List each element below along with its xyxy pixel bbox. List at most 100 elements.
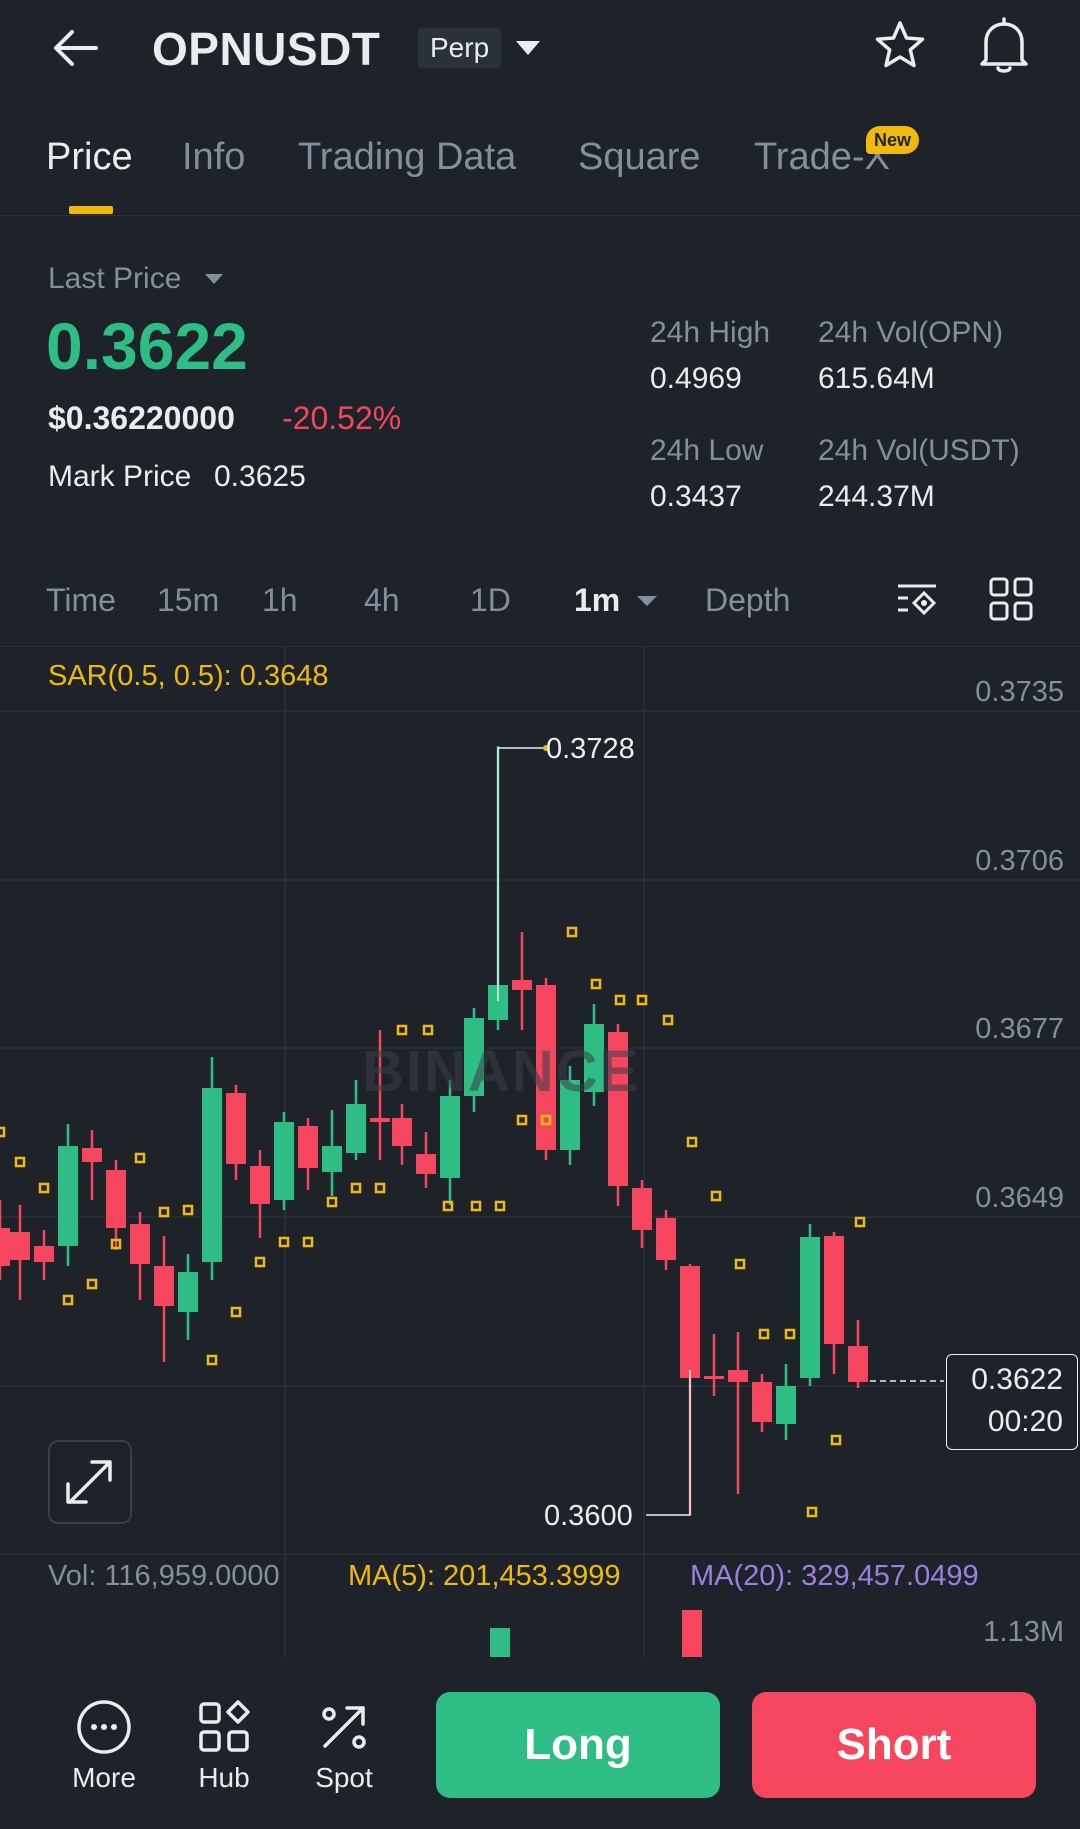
low-24h-value: 0.3437: [650, 480, 742, 513]
sar-dot: [62, 1294, 74, 1306]
y-axis-tick: 0.3735: [975, 676, 1064, 708]
candle-body: [226, 1093, 246, 1164]
interval-1m[interactable]: 1m: [574, 582, 621, 618]
interval-1d[interactable]: 1D: [470, 582, 511, 618]
notification-bell-icon[interactable]: [976, 16, 1032, 76]
sar-dot: [734, 1258, 746, 1270]
y-axis-tick: 0.3649: [975, 1182, 1064, 1214]
sar-dot: [710, 1190, 722, 1202]
candle-body: [800, 1237, 820, 1378]
symbol-dropdown-icon[interactable]: [514, 38, 542, 58]
candle-body: [464, 1018, 484, 1096]
low-marker-line: [646, 1370, 691, 1516]
low-24h-label: 24h Low: [650, 434, 764, 467]
candle-body: [202, 1088, 222, 1262]
sar-dot: [374, 1182, 386, 1194]
binance-watermark: BINANCE: [362, 1039, 641, 1104]
candle-body: [178, 1272, 198, 1312]
sar-dot: [350, 1182, 362, 1194]
last-price-selector[interactable]: Last Price: [48, 262, 182, 295]
interval-time[interactable]: Time: [46, 582, 116, 618]
high-24h-label: 24h High: [650, 316, 771, 349]
sar-dot: [110, 1238, 122, 1250]
candle-body: [274, 1122, 294, 1200]
sar-dot: [422, 1024, 434, 1036]
sar-dot: [206, 1354, 218, 1366]
sar-dot: [662, 1014, 674, 1026]
sar-dot: [230, 1306, 242, 1318]
tab-trading-data[interactable]: Trading Data: [298, 136, 517, 178]
volume-bar: [682, 1610, 702, 1657]
spot-button[interactable]: Spot: [294, 1698, 394, 1794]
hub-icon: [199, 1700, 250, 1752]
tab-info[interactable]: Info: [182, 136, 246, 178]
sar-dot: [854, 1216, 866, 1228]
spot-swap-icon: [322, 1706, 366, 1749]
expand-icon: [66, 1460, 112, 1504]
interval-dropdown-icon[interactable]: [636, 594, 658, 608]
vol-opn-24h-label: 24h Vol(OPN): [818, 316, 1004, 349]
candle-body: [680, 1266, 700, 1378]
candle-body: [130, 1224, 150, 1264]
favorite-star-icon[interactable]: [872, 18, 928, 74]
last-price-dropdown-icon[interactable]: [204, 272, 224, 286]
vol-usdt-24h-label: 24h Vol(USDT): [818, 434, 1020, 467]
spot-label: Spot: [315, 1762, 373, 1793]
fullscreen-button[interactable]: [48, 1440, 132, 1524]
candle-body: [58, 1146, 78, 1246]
sar-dot: [590, 978, 602, 990]
candle-body: [512, 980, 532, 990]
sar-dot: [0, 1126, 6, 1138]
y-axis-tick: 0.3706: [975, 845, 1064, 877]
sar-dot: [158, 1206, 170, 1218]
symbol-title[interactable]: OPNUSDT: [152, 23, 381, 75]
sar-dot: [540, 1114, 552, 1126]
candle-body: [322, 1146, 342, 1172]
high-marker-line: [497, 747, 545, 1001]
sar-dots: [0, 926, 866, 1518]
candle-body: [728, 1370, 748, 1382]
candle-body: [848, 1346, 868, 1382]
candle-body: [608, 1032, 628, 1186]
interval-15m[interactable]: 15m: [157, 582, 220, 618]
sar-dot: [38, 1182, 50, 1194]
layout-grid-icon[interactable]: [988, 576, 1034, 622]
price-markers: [497, 745, 944, 1516]
sar-dot: [566, 926, 578, 938]
volume-divider: [0, 1554, 1080, 1555]
candle-body: [704, 1376, 724, 1379]
sar-dot: [686, 1136, 698, 1148]
interval-1h[interactable]: 1h: [262, 582, 298, 618]
candlestick-chart[interactable]: [0, 647, 1080, 1657]
hub-button[interactable]: Hub: [174, 1698, 274, 1794]
back-arrow-icon[interactable]: [46, 20, 106, 76]
new-badge: New: [866, 126, 920, 154]
candle-body: [560, 1080, 580, 1150]
interval-depth[interactable]: Depth: [705, 582, 791, 618]
sar-dot: [278, 1236, 290, 1248]
tab-price[interactable]: Price: [46, 136, 133, 178]
vol-usdt-24h-value: 244.37M: [818, 480, 935, 513]
candle-body: [488, 985, 508, 1020]
more-button[interactable]: More: [54, 1698, 154, 1794]
candle-body: [536, 985, 556, 1150]
sar-dot: [14, 1156, 26, 1168]
candle-body: [416, 1154, 436, 1174]
mark-price-label: Mark Price: [48, 460, 192, 493]
low-price-marker: 0.3600: [544, 1500, 633, 1532]
sar-dot: [302, 1236, 314, 1248]
volume-ma20: MA(20): 329,457.0499: [690, 1560, 979, 1592]
tab-square[interactable]: Square: [578, 136, 701, 178]
candle-body: [776, 1386, 796, 1424]
volume-axis-max: 1.13M: [983, 1616, 1064, 1648]
header: OPNUSDT Perp: [0, 0, 1080, 100]
tab-bar: Price Info Trading Data Square Trade-X: [0, 120, 1080, 216]
candle-body: [584, 1024, 604, 1092]
chart-settings-icon[interactable]: [894, 576, 940, 622]
candle-body: [656, 1218, 676, 1260]
current-price-value: 0.3622: [971, 1363, 1063, 1396]
interval-4h[interactable]: 4h: [364, 582, 400, 618]
short-button[interactable]: Short: [752, 1692, 1036, 1798]
long-button[interactable]: Long: [436, 1692, 720, 1798]
candle-body: [752, 1382, 772, 1422]
